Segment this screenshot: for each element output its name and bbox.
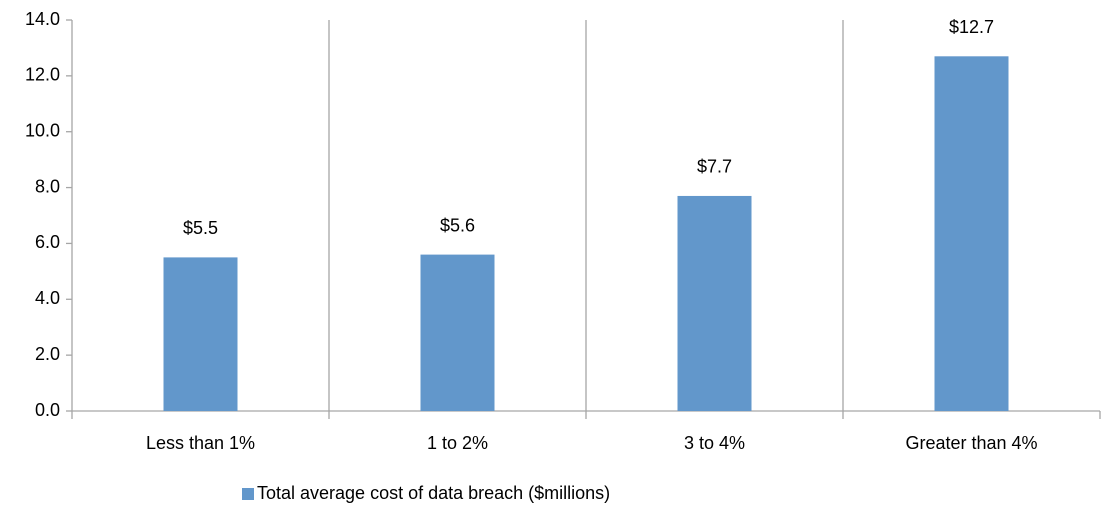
y-tick-label: 8.0 (35, 176, 60, 196)
legend-label: Total average cost of data breach ($mill… (257, 483, 610, 503)
y-tick-label: 14.0 (25, 9, 60, 29)
value-label: $5.6 (440, 215, 475, 235)
x-tick-label: 1 to 2% (427, 433, 488, 453)
bar (420, 254, 495, 411)
y-tick-label: 2.0 (35, 344, 60, 364)
y-tick-label: 0.0 (35, 400, 60, 420)
value-label: $5.5 (183, 218, 218, 238)
x-tick-label: Greater than 4% (905, 433, 1037, 453)
legend-swatch (242, 488, 254, 500)
x-tick-label: 3 to 4% (684, 433, 745, 453)
value-label: $12.7 (949, 17, 994, 37)
value-label: $7.7 (697, 157, 732, 177)
y-tick-label: 6.0 (35, 232, 60, 252)
y-tick-label: 12.0 (25, 65, 60, 85)
bar (677, 195, 752, 411)
bar (163, 257, 238, 411)
bar (934, 56, 1009, 412)
x-tick-label: Less than 1% (146, 433, 255, 453)
y-tick-label: 10.0 (25, 120, 60, 140)
y-tick-label: 4.0 (35, 288, 60, 308)
